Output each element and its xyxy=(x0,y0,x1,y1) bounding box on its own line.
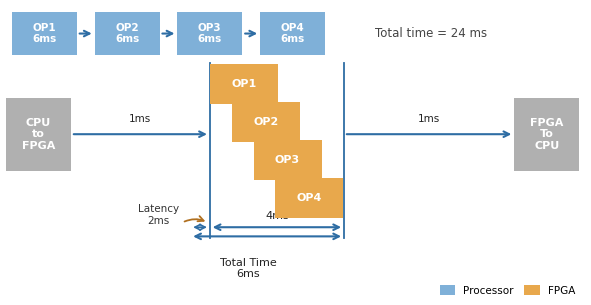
Text: OP3
6ms: OP3 6ms xyxy=(197,23,222,44)
Text: OP4
6ms: OP4 6ms xyxy=(280,23,305,44)
Text: OP2
6ms: OP2 6ms xyxy=(115,23,139,44)
Text: CPU
to
FPGA: CPU to FPGA xyxy=(22,118,55,151)
FancyBboxPatch shape xyxy=(254,140,322,180)
Text: OP2: OP2 xyxy=(253,117,278,127)
FancyBboxPatch shape xyxy=(210,64,278,104)
FancyBboxPatch shape xyxy=(95,12,160,55)
Text: 1ms: 1ms xyxy=(129,113,151,124)
Text: OP3: OP3 xyxy=(275,155,300,165)
Text: FPGA
To
CPU: FPGA To CPU xyxy=(530,118,563,151)
Text: OP1
6ms: OP1 6ms xyxy=(32,23,57,44)
Text: OP1: OP1 xyxy=(231,79,256,89)
Text: 4ms: 4ms xyxy=(265,211,289,221)
Legend: Processor, FPGA: Processor, FPGA xyxy=(436,281,580,300)
FancyBboxPatch shape xyxy=(514,98,579,171)
Text: Total time = 24 ms: Total time = 24 ms xyxy=(375,27,488,40)
FancyBboxPatch shape xyxy=(232,102,300,142)
FancyBboxPatch shape xyxy=(6,98,71,171)
Text: OP4: OP4 xyxy=(297,193,322,203)
Text: 1ms: 1ms xyxy=(418,113,440,124)
FancyBboxPatch shape xyxy=(177,12,242,55)
FancyBboxPatch shape xyxy=(275,178,343,218)
Text: Total Time
6ms: Total Time 6ms xyxy=(220,258,277,279)
Text: Latency
2ms: Latency 2ms xyxy=(138,204,179,226)
FancyBboxPatch shape xyxy=(12,12,77,55)
FancyBboxPatch shape xyxy=(260,12,325,55)
